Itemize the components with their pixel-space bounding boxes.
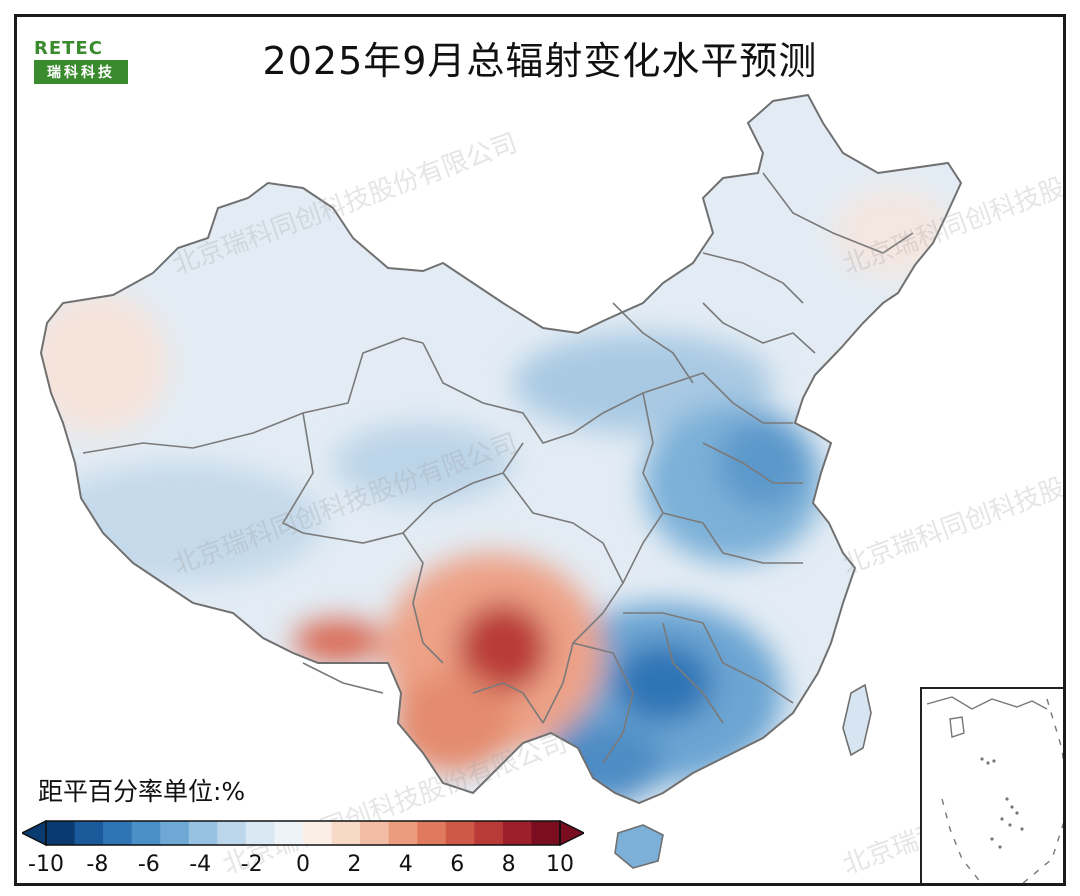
colorbar-tick-label: 4: [398, 852, 413, 877]
map-frame: 北京瑞科同创科技股份有限公司 北京瑞科同创科技股份有限公司 北京瑞科同创科技股份…: [14, 14, 1066, 886]
colorbar-segment: [531, 821, 561, 845]
colorbar-border: [45, 820, 561, 846]
anomaly-tibet-positive: [293, 619, 383, 663]
retec-logo: RETEC 瑞科科技: [34, 40, 128, 84]
logo-text-bottom: 瑞科科技: [34, 60, 128, 84]
anomaly-xinjiang-positive: [41, 293, 168, 433]
anomaly-west-negative: [43, 463, 323, 583]
hainan-island: [614, 824, 664, 869]
south-china-sea-inset: [920, 687, 1063, 883]
colorbar-segment: [502, 821, 532, 845]
anomaly-qinghai-negative: [333, 423, 513, 503]
colorbar-segment: [303, 821, 333, 845]
colorbar-segment: [131, 821, 161, 845]
china-map: [39, 93, 963, 869]
colorbar-extend-high: [559, 820, 584, 846]
anomaly-field: [41, 188, 953, 803]
colorbar-segment: [160, 821, 190, 845]
colorbar-segment: [46, 821, 76, 845]
colorbar-tick-label: 2: [347, 852, 362, 877]
colorbar-segment: [445, 821, 475, 845]
colorbar-tick-label: -2: [240, 852, 263, 877]
colorbar-segment: [474, 821, 504, 845]
anomaly-south-core: [613, 643, 713, 723]
province-boundaries: [82, 172, 914, 764]
colorbar-segment: [417, 821, 447, 845]
colorbar-segment: [188, 821, 218, 845]
colorbar-tick-label: -6: [137, 852, 160, 877]
colorbar-tick-label: 8: [501, 852, 516, 877]
map-title: 2025年9月总辐射变化水平预测: [262, 39, 818, 83]
anomaly-yunnan-positive: [393, 673, 513, 773]
colorbar-tick-label: 10: [546, 852, 574, 877]
china-border: [39, 93, 963, 805]
colorbar-segment: [74, 821, 104, 845]
anomaly-northeast-neutral: [833, 188, 953, 278]
colorbar-segment: [245, 821, 275, 845]
legend-unit-label: 距平百分率单位:%: [38, 777, 246, 806]
logo-text-top: RETEC: [34, 38, 103, 59]
colorbar-segment: [274, 821, 304, 845]
colorbar: [22, 820, 584, 846]
colorbar-tick-label: -10: [28, 852, 64, 877]
colorbar-tick-label: 0: [296, 852, 310, 877]
colorbar-segment: [217, 821, 247, 845]
colorbar-segment: [331, 821, 361, 845]
anomaly-southwest-core: [458, 603, 548, 693]
colorbar-segment: [103, 821, 133, 845]
anomaly-east-core: [718, 418, 808, 508]
taiwan-island: [842, 683, 872, 757]
inset-map: [926, 696, 1063, 883]
colorbar-tick-label: -4: [189, 852, 212, 877]
colorbar-segment: [360, 821, 390, 845]
colorbar-extend-low: [22, 820, 47, 846]
colorbar-segment: [388, 821, 418, 845]
colorbar-tick-label: 6: [450, 852, 465, 877]
colorbar-tick-label: -8: [86, 852, 109, 877]
